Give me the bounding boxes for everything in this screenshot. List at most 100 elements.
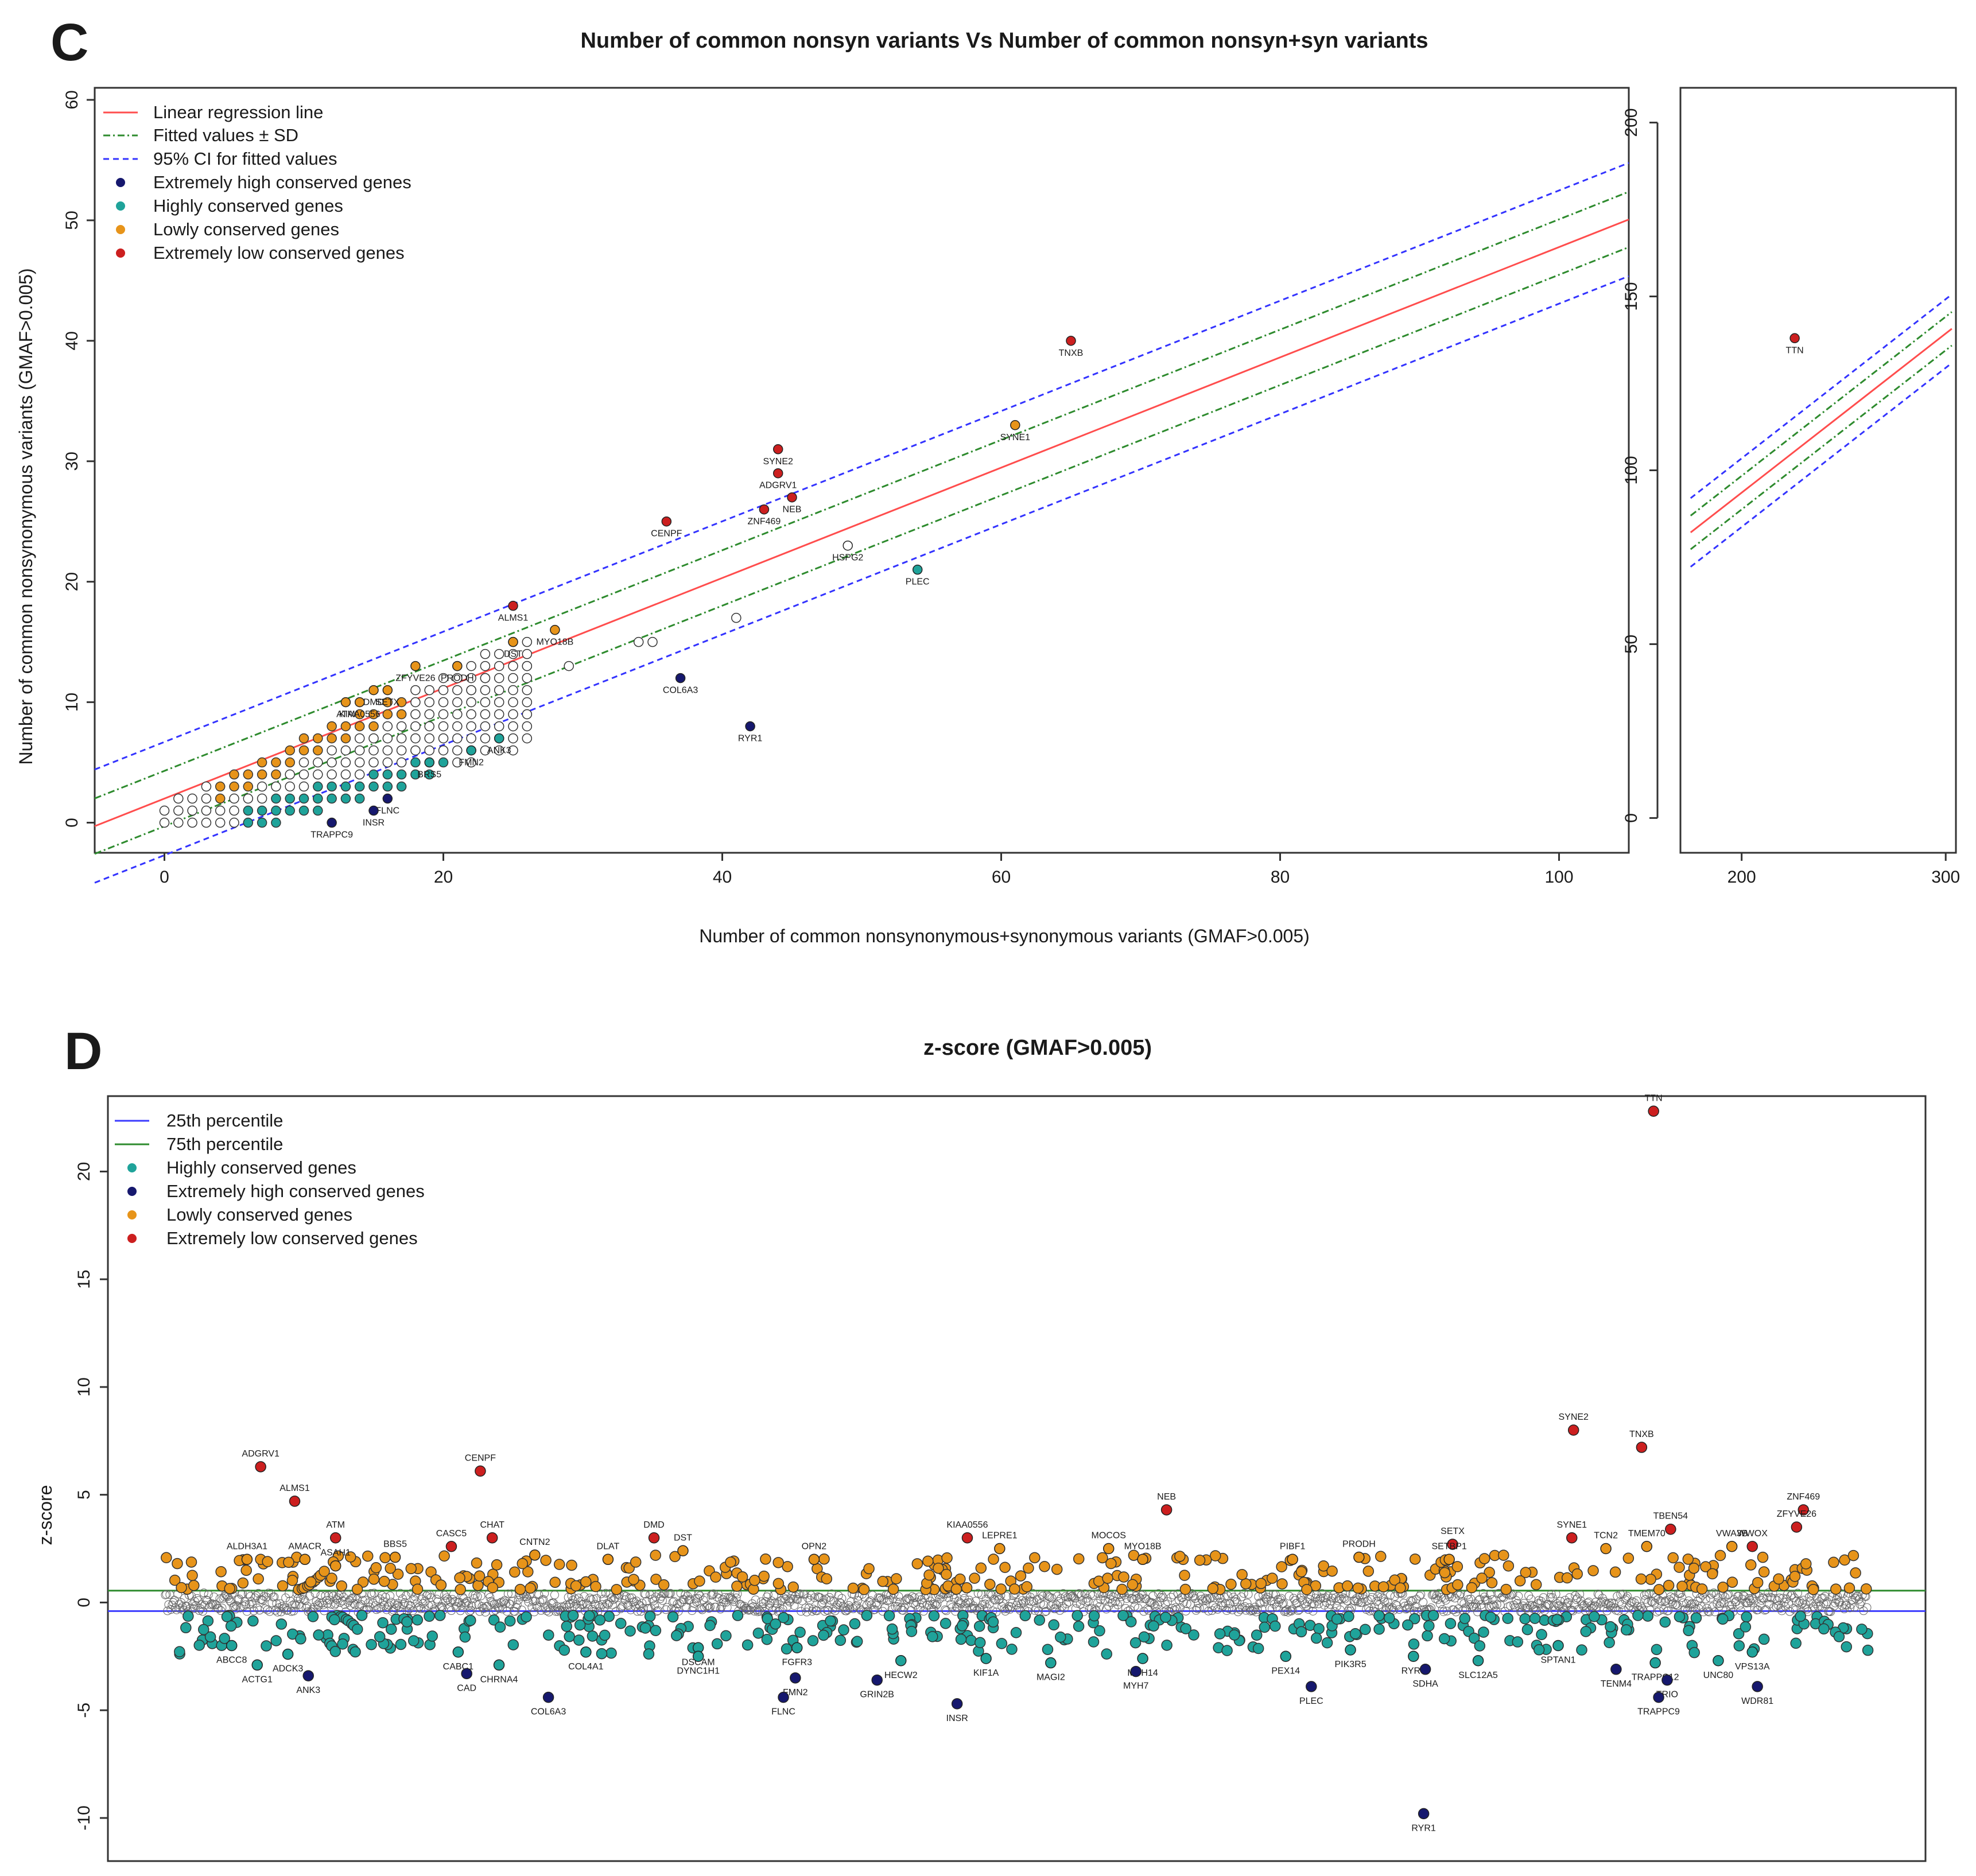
z-label-insr: INSR [946, 1714, 968, 1723]
data-point [215, 781, 226, 792]
data-point [382, 733, 393, 744]
data-point [595, 1601, 604, 1610]
data-point [1222, 1606, 1231, 1615]
data-point [1188, 1629, 1199, 1641]
data-point [456, 1606, 465, 1615]
data-point [218, 1603, 227, 1613]
data-point [207, 1599, 216, 1608]
data-point [214, 1604, 223, 1613]
data-point [1653, 1584, 1665, 1595]
data-point [1845, 1603, 1854, 1613]
data-point [1325, 1600, 1334, 1609]
data-point [1733, 1628, 1745, 1640]
z-label-sptan1: SPTAN1 [1540, 1656, 1575, 1665]
data-point [830, 1606, 840, 1615]
data-point [509, 1566, 521, 1578]
data-point [498, 1605, 507, 1614]
data-point [1520, 1599, 1529, 1608]
data-point [1760, 1606, 1769, 1615]
data-point [1833, 1631, 1845, 1642]
z-label-wdr81: WDR81 [1741, 1696, 1773, 1706]
data-point [778, 1612, 789, 1623]
data-point [371, 1601, 380, 1610]
data-point [861, 1610, 873, 1621]
data-point [1717, 1597, 1726, 1606]
data-point [574, 1619, 586, 1631]
data-point [350, 1646, 361, 1658]
data-point [257, 781, 267, 792]
break-y-tick-label: 200 [1622, 108, 1641, 137]
data-point [1474, 1640, 1486, 1652]
data-point [300, 1596, 309, 1605]
data-point [1774, 1601, 1783, 1610]
data-point [856, 1605, 865, 1614]
data-point [975, 1562, 987, 1574]
data-point [1405, 1603, 1414, 1612]
data-point [1674, 1611, 1686, 1622]
data-point [1054, 1631, 1066, 1643]
legend-xlow-label: Extremely low conserved genes [153, 243, 405, 263]
data-point [1168, 1590, 1178, 1599]
data-point [424, 745, 434, 756]
data-point [1035, 1594, 1044, 1603]
data-point [908, 1592, 917, 1601]
data-point [1432, 1591, 1441, 1600]
data-point [382, 781, 393, 792]
data-point [681, 1590, 690, 1599]
data-point [243, 793, 254, 804]
data-point [1775, 1594, 1784, 1603]
z-label-chat: CHAT [480, 1520, 504, 1530]
z-label-magi2: MAGI2 [1036, 1673, 1065, 1683]
data-point [999, 1598, 1008, 1607]
legend-d-xhigh-label: Extremely high conserved genes [166, 1181, 425, 1201]
gene-point-setx [382, 685, 393, 696]
data-point [1294, 1606, 1303, 1615]
z-point-dmd [648, 1532, 660, 1544]
data-point [471, 1557, 483, 1569]
data-point [395, 1638, 407, 1650]
data-point [706, 1591, 716, 1600]
data-point [1115, 1597, 1124, 1606]
data-point [466, 685, 476, 696]
data-point [298, 793, 309, 804]
data-point [807, 1635, 819, 1646]
data-point [1295, 1605, 1304, 1614]
data-point [1709, 1588, 1718, 1598]
z-point-trappc12 [1649, 1657, 1661, 1669]
data-point [1439, 1607, 1448, 1616]
x-tick-label: 0 [160, 868, 169, 887]
data-point [1856, 1623, 1868, 1635]
z-point-ryr3 [1408, 1650, 1419, 1663]
data-point [1659, 1616, 1671, 1628]
data-point [270, 1635, 282, 1646]
data-point [378, 1575, 390, 1587]
legend-d-xhigh-marker [127, 1187, 137, 1196]
data-point [789, 1595, 798, 1604]
d-y-tick-label: 20 [75, 1162, 94, 1181]
data-point [1161, 1640, 1173, 1651]
data-point [1748, 1594, 1757, 1603]
z-point-myh7 [1130, 1665, 1142, 1677]
data-point [1041, 1607, 1050, 1617]
data-point [401, 1616, 413, 1628]
gene-label-insr: INSR [363, 818, 385, 828]
data-point [494, 697, 504, 708]
legend-d-low-marker [127, 1210, 137, 1219]
z-point-alms1 [289, 1496, 301, 1507]
data-point [1281, 1606, 1290, 1615]
data-point [755, 1607, 764, 1616]
data-point [1798, 1599, 1807, 1608]
z-point-magi2 [1045, 1657, 1057, 1669]
z-label-dscam: DSCAM [682, 1657, 715, 1667]
data-point [545, 1607, 554, 1617]
data-point [1027, 1597, 1036, 1606]
data-point [1014, 1604, 1023, 1613]
data-point [250, 1593, 259, 1602]
data-point [1766, 1593, 1775, 1602]
z-label-cenpf: CENPF [465, 1453, 496, 1463]
data-point [215, 793, 226, 804]
data-point [769, 1591, 778, 1600]
data-point [237, 1590, 246, 1599]
data-point [161, 1552, 172, 1564]
data-point [471, 1591, 480, 1600]
